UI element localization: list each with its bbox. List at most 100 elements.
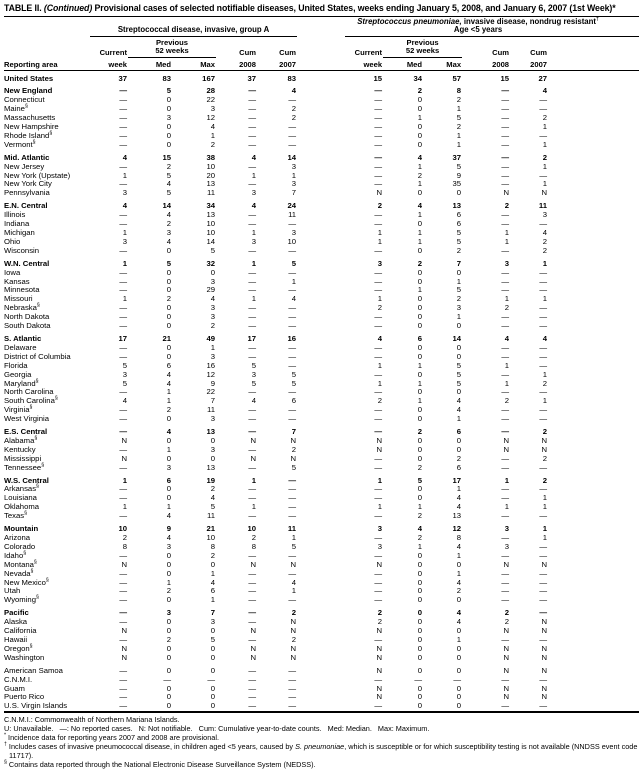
value-cell: — [539,303,548,313]
value-cell: 0 [166,139,171,149]
value-cell: 1 [542,369,548,379]
value-cell: 37 [247,73,256,83]
value-cell: — [501,104,510,114]
reporting-area-cell: E.N. Central [4,201,48,211]
value-cell: 3 [377,541,383,551]
value-cell: 12 [452,524,462,534]
right-pad [548,415,639,424]
col-head-2008-a: 2008 [216,57,257,71]
column-gap [297,605,345,618]
value-cell: 0 [166,122,171,132]
column-gap [297,446,345,455]
value-cell: 0 [417,139,423,149]
reporting-area-cell: North Carolina [4,387,54,397]
value-cell: 5 [417,475,423,485]
value-cell: — [501,276,510,286]
reporting-area-cell: West Virginia [4,414,50,424]
reporting-area-cell: Pacific [4,608,29,618]
value-cell: 6 [210,586,215,596]
value-cell: 5 [456,285,462,295]
value-cell: 2 [456,294,462,304]
value-cell: 1 [210,568,215,578]
table-row: Minnesota — 0 29 — — — 1 5 — — [4,286,639,295]
value-cell: 0 [210,652,215,662]
value-cell: 2 [417,533,423,542]
value-cell: 8 [210,541,215,551]
value-cell: 1 [504,378,510,388]
reporting-area-cell: New York (Upstate) [4,170,71,180]
value-cell: — [501,568,510,578]
value-cell: — [501,533,510,542]
value-cell: 6 [456,219,462,229]
value-cell: — [501,152,510,162]
right-pad [548,543,639,552]
value-cell: 5 [166,86,171,96]
table-body: United States 37 83 167 37 83 15 34 57 15 27 New En… [4,70,639,712]
value-cell: 0 [417,276,423,286]
footnote-section: § Contains data reported through the Nat… [4,760,639,769]
value-cell: 4 [417,524,423,534]
value-cell: — [501,462,510,472]
value-cell: 7 [291,188,297,198]
value-cell: — [248,210,256,220]
value-cell: 2 [291,608,297,618]
value-cell: 0 [456,595,462,605]
value-cell: 2 [291,113,297,123]
value-cell: — [539,276,548,286]
right-pad [548,473,639,486]
value-cell: — [374,427,383,437]
column-gap [297,141,345,150]
value-cell: 2 [166,161,171,171]
value-cell: 0 [417,608,423,618]
col-head-max-a: Max [172,57,216,71]
value-cell: — [374,342,383,352]
value-cell: N [503,692,510,702]
value-cell: 27 [538,73,548,83]
value-cell: 1 [542,179,548,189]
column-gap [297,464,345,473]
value-cell: 0 [166,493,171,503]
value-cell: 6 [166,360,171,370]
value-cell: — [501,577,510,587]
value-cell: 1 [166,444,171,454]
value-cell: — [501,484,510,494]
value-cell: 0 [166,568,171,578]
right-pad [548,96,639,105]
value-cell: — [539,484,548,494]
value-cell: 0 [166,626,171,636]
value-cell: N [121,435,127,445]
reporting-area-cell: Maine§ [4,103,28,114]
value-cell: — [119,285,127,295]
reporting-area-cell: Mississippi [4,453,42,463]
footnote-dagger-species: S. pneumoniae [295,742,345,752]
table-row: Utah — 2 6 — 1 — 0 2 — — [4,587,639,596]
value-cell: 3 [122,236,127,246]
reporting-area-cell: New England [4,86,53,96]
footnote-legend: U: Unavailable. —: No reported cases. N:… [4,724,430,734]
value-cell: — [539,586,548,596]
dagger-marker: † [4,741,7,748]
right-pad [548,295,639,304]
value-cell: — [414,674,423,684]
value-cell: — [374,369,383,379]
value-cell: — [501,414,510,424]
value-cell: 57 [452,73,462,83]
value-cell: 1 [377,228,383,237]
value-cell: 7 [210,608,215,618]
value-cell: 0 [417,387,423,397]
value-cell: — [501,170,510,180]
star-marker: * [4,732,7,739]
footnote-marker: § [30,568,34,575]
table-row: Mississippi N 0 0 N N — 0 2 — 2 [4,453,639,464]
value-cell: — [248,351,256,361]
col-head-med-b: Med [383,57,424,71]
reporting-area-cell: Connecticut [4,95,45,105]
value-cell: — [119,692,127,702]
value-cell: 9 [456,170,462,180]
value-cell: 4 [542,228,548,237]
value-cell: 13 [206,179,215,189]
value-cell: 4 [417,201,423,211]
table-row: Maine§ — 0 3 — 2 — 0 1 — — [4,103,639,114]
value-cell: — [539,541,548,551]
table-row: West Virginia — 0 3 — — — 0 1 — — [4,414,639,424]
